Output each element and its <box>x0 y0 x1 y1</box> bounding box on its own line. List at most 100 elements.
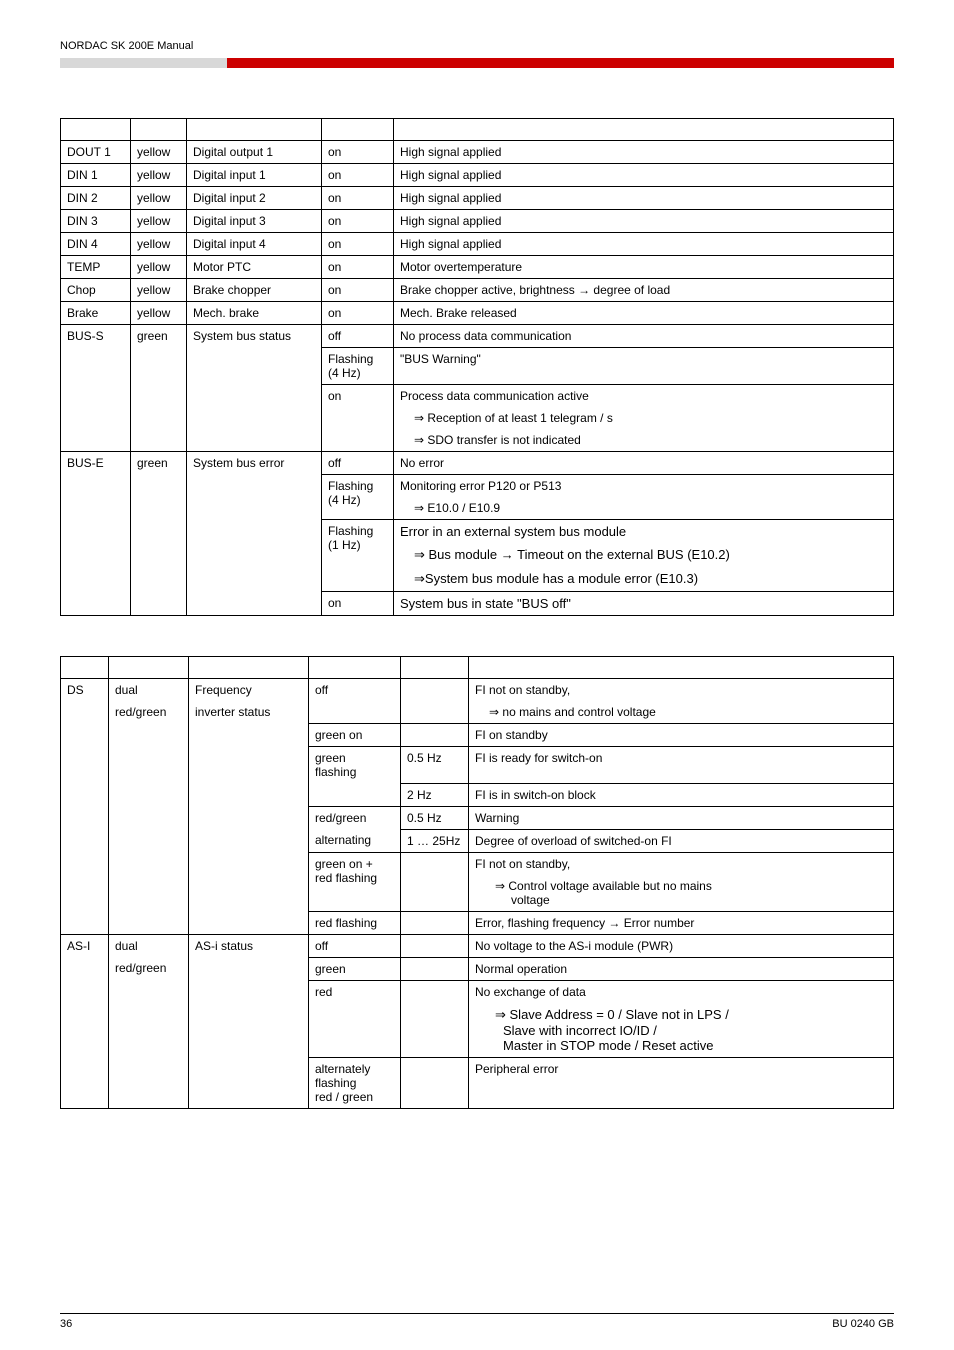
table-row: red/green green Normal operation <box>61 957 894 980</box>
cell: BUS-E <box>61 452 131 475</box>
cell: Brake <box>61 302 131 325</box>
cell: alternating <box>309 829 401 852</box>
cell <box>131 592 187 616</box>
table-row: red/green 0.5 Hz Warning <box>61 806 894 829</box>
table-row: alternatelyflashingred / green Periphera… <box>61 1057 894 1108</box>
cell: ⇒ Reception of at least 1 telegram / s <box>394 407 894 429</box>
cell: greenflashing <box>309 747 401 784</box>
table-row: DIN 1 yellow Digital input 1 on High sig… <box>61 164 894 187</box>
cell: green <box>131 325 187 348</box>
table-row: Chop yellow Brake chopper on Brake chopp… <box>61 279 894 302</box>
cell <box>61 875 109 912</box>
cell: High signal applied <box>394 187 894 210</box>
text: red flashing <box>315 871 377 885</box>
cell <box>401 852 469 911</box>
cell <box>187 385 322 408</box>
cell: off <box>309 934 401 957</box>
cell: ⇒ Control voltage available but no mains… <box>469 875 894 912</box>
cell: System bus in state "BUS off" <box>394 592 894 616</box>
cell <box>61 407 131 429</box>
cell: yellow <box>131 164 187 187</box>
cell: Error in an external system bus module <box>394 520 894 544</box>
text: Frequency <box>195 683 252 697</box>
cell: red/green <box>109 701 189 724</box>
cell: ⇒ no mains and control voltage <box>469 701 894 724</box>
page-footer: 36 BU 0240 GB <box>60 1313 894 1330</box>
cell: ⇒System bus module has a module error (E… <box>394 567 894 592</box>
cell: Flashing(4 Hz) <box>322 475 394 520</box>
cell <box>61 701 109 724</box>
table-row: green on +red flashing FI not on standby… <box>61 852 894 875</box>
table-row: AS-I dual AS-i status off No voltage to … <box>61 934 894 957</box>
table-row: on System bus in state "BUS off" <box>61 592 894 616</box>
text: (4 Hz) <box>328 493 361 507</box>
table-row: on Process data communication active <box>61 385 894 408</box>
cell: yellow <box>131 279 187 302</box>
cell: yellow <box>131 141 187 164</box>
cell: High signal applied <box>394 210 894 233</box>
cell: 1 … 25Hz <box>401 829 469 852</box>
cell: TEMP <box>61 256 131 279</box>
cell <box>187 497 322 520</box>
text: red / green <box>315 1090 373 1104</box>
cell <box>61 385 131 408</box>
text: alternately <box>315 1062 370 1076</box>
cell <box>187 592 322 616</box>
cell: DIN 3 <box>61 210 131 233</box>
text: green <box>315 751 346 765</box>
cell <box>109 1057 189 1108</box>
cell <box>131 429 187 452</box>
cell <box>61 592 131 616</box>
cell: DIN 4 <box>61 233 131 256</box>
cell: FI on standby <box>469 724 894 747</box>
cell: Peripheral error <box>469 1057 894 1108</box>
cell <box>187 475 322 498</box>
cell: Flashing(1 Hz) <box>322 520 394 592</box>
text: Flashing <box>328 352 373 366</box>
table-row: BUS-S green System bus status off No pro… <box>61 325 894 348</box>
cell: on <box>322 210 394 233</box>
cell: Digital output 1 <box>187 141 322 164</box>
text: ⇒ Slave Address = 0 / Slave not in LPS / <box>495 1007 729 1022</box>
cell <box>61 911 109 934</box>
cell <box>189 957 309 980</box>
cell: DIN 2 <box>61 187 131 210</box>
cell: No error <box>394 452 894 475</box>
cell <box>189 747 309 784</box>
table-row: ⇒ Reception of at least 1 telegram / s <box>61 407 894 429</box>
cell <box>131 475 187 498</box>
cell: 0.5 Hz <box>401 747 469 784</box>
cell <box>109 911 189 934</box>
cell <box>109 980 189 1003</box>
cell: red <box>309 980 401 1057</box>
table-row: TEMP yellow Motor PTC on Motor overtempe… <box>61 256 894 279</box>
table-row: red No exchange of data <box>61 980 894 1003</box>
cell: DOUT 1 <box>61 141 131 164</box>
cell: No voltage to the AS-i module (PWR) <box>469 934 894 957</box>
cell <box>131 497 187 520</box>
cell: alternatelyflashingred / green <box>309 1057 401 1108</box>
text: (1 Hz) <box>328 538 361 552</box>
manual-header: NORDAC SK 200E Manual <box>60 40 894 52</box>
cell <box>187 567 322 592</box>
table-row: Flashing(4 Hz) "BUS Warning" <box>61 348 894 385</box>
cell <box>61 747 109 784</box>
cell <box>187 429 322 452</box>
cell: off <box>309 679 401 724</box>
text: Flashing <box>328 524 373 538</box>
cell: Error, flashing frequency → Error number <box>469 911 894 934</box>
cell <box>401 679 469 724</box>
cell: off <box>322 325 394 348</box>
cell: Digital input 1 <box>187 164 322 187</box>
table-row: 2 Hz FI is in switch-on block <box>61 783 894 806</box>
doc-number: BU 0240 GB <box>832 1318 894 1330</box>
table-row: Brake yellow Mech. brake on Mech. Brake … <box>61 302 894 325</box>
cell: Digital input 3 <box>187 210 322 233</box>
cell: System bus error <box>187 452 322 475</box>
text: red/green <box>115 705 166 719</box>
cell: Digital input 4 <box>187 233 322 256</box>
cell: ⇒ Slave Address = 0 / Slave not in LPS /… <box>469 1003 894 1058</box>
table-row: red flashing Error, flashing frequency →… <box>61 911 894 934</box>
cell <box>109 852 189 875</box>
table-row: DIN 2 yellow Digital input 2 on High sig… <box>61 187 894 210</box>
